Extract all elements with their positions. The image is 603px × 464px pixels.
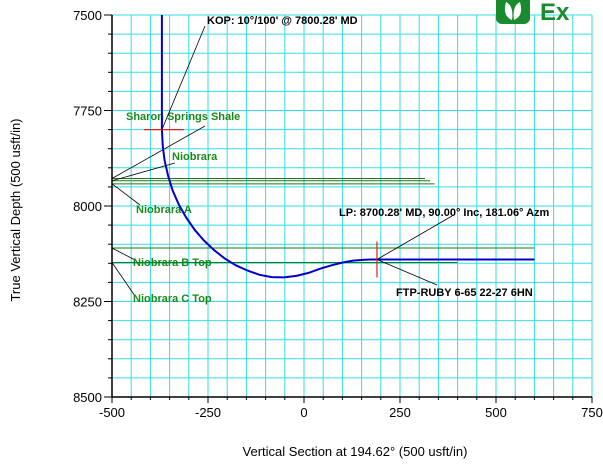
y-tick-label: 8500 [73, 390, 102, 405]
lp-leader-line [376, 215, 453, 260]
kop-leader-line [161, 25, 206, 130]
formation-leader-line [111, 262, 136, 297]
logo-icon [496, 0, 530, 24]
y-tick-label: 7750 [73, 104, 102, 119]
x-tick-label: 250 [389, 405, 411, 420]
x-tick-label: 0 [300, 405, 307, 420]
formation-label: Sharon Springs Shale [126, 111, 240, 123]
formation-leader-line [111, 183, 141, 206]
axes: -500 -250 0 250 500 750 7500 7750 8000 8250 8500 [73, 8, 603, 420]
formation-leader-line [111, 125, 206, 179]
formation-label: Niobrara [172, 151, 218, 163]
series-layer [160, 15, 535, 279]
formation-label: Niobrara A [136, 204, 192, 216]
y-axis-label: True Vertical Depth (500 usft/in) [8, 118, 23, 301]
x-tick-label: 500 [485, 405, 507, 420]
y-tick-label: 8000 [73, 199, 102, 214]
ftp-leader-line [376, 259, 438, 286]
x-tick-label: 750 [581, 405, 603, 420]
formation-leader-line [111, 247, 136, 261]
ftp-label: FTP-RUBY 6-65 22-27 6HN [396, 287, 533, 299]
lp-label: LP: 8700.28' MD, 90.00° Inc, 181.06° Azm [339, 207, 550, 219]
formation-lines: Sharon Springs Shale Niobrara Niobrara A Ni… [111, 111, 535, 305]
formation-leader-line [111, 162, 176, 182]
logo: Ex [496, 0, 570, 26]
y-tick-label: 7500 [73, 8, 102, 23]
y-tick-label: 8250 [73, 295, 102, 310]
logo-text: Ex [540, 0, 570, 26]
x-tick-label: -250 [195, 405, 221, 420]
formation-label: Niobrara C Top [133, 293, 212, 305]
x-tick-label: -500 [99, 405, 125, 420]
kop-label: KOP: 10°/100' @ 7800.28' MD [207, 15, 358, 27]
well-path-line [160, 15, 535, 279]
x-axis-label: Vertical Section at 194.62° (500 usft/in… [243, 444, 468, 459]
annotation-layer: KOP: 10°/100' @ 7800.28' MD LP: 8700.28' … [143, 15, 550, 299]
